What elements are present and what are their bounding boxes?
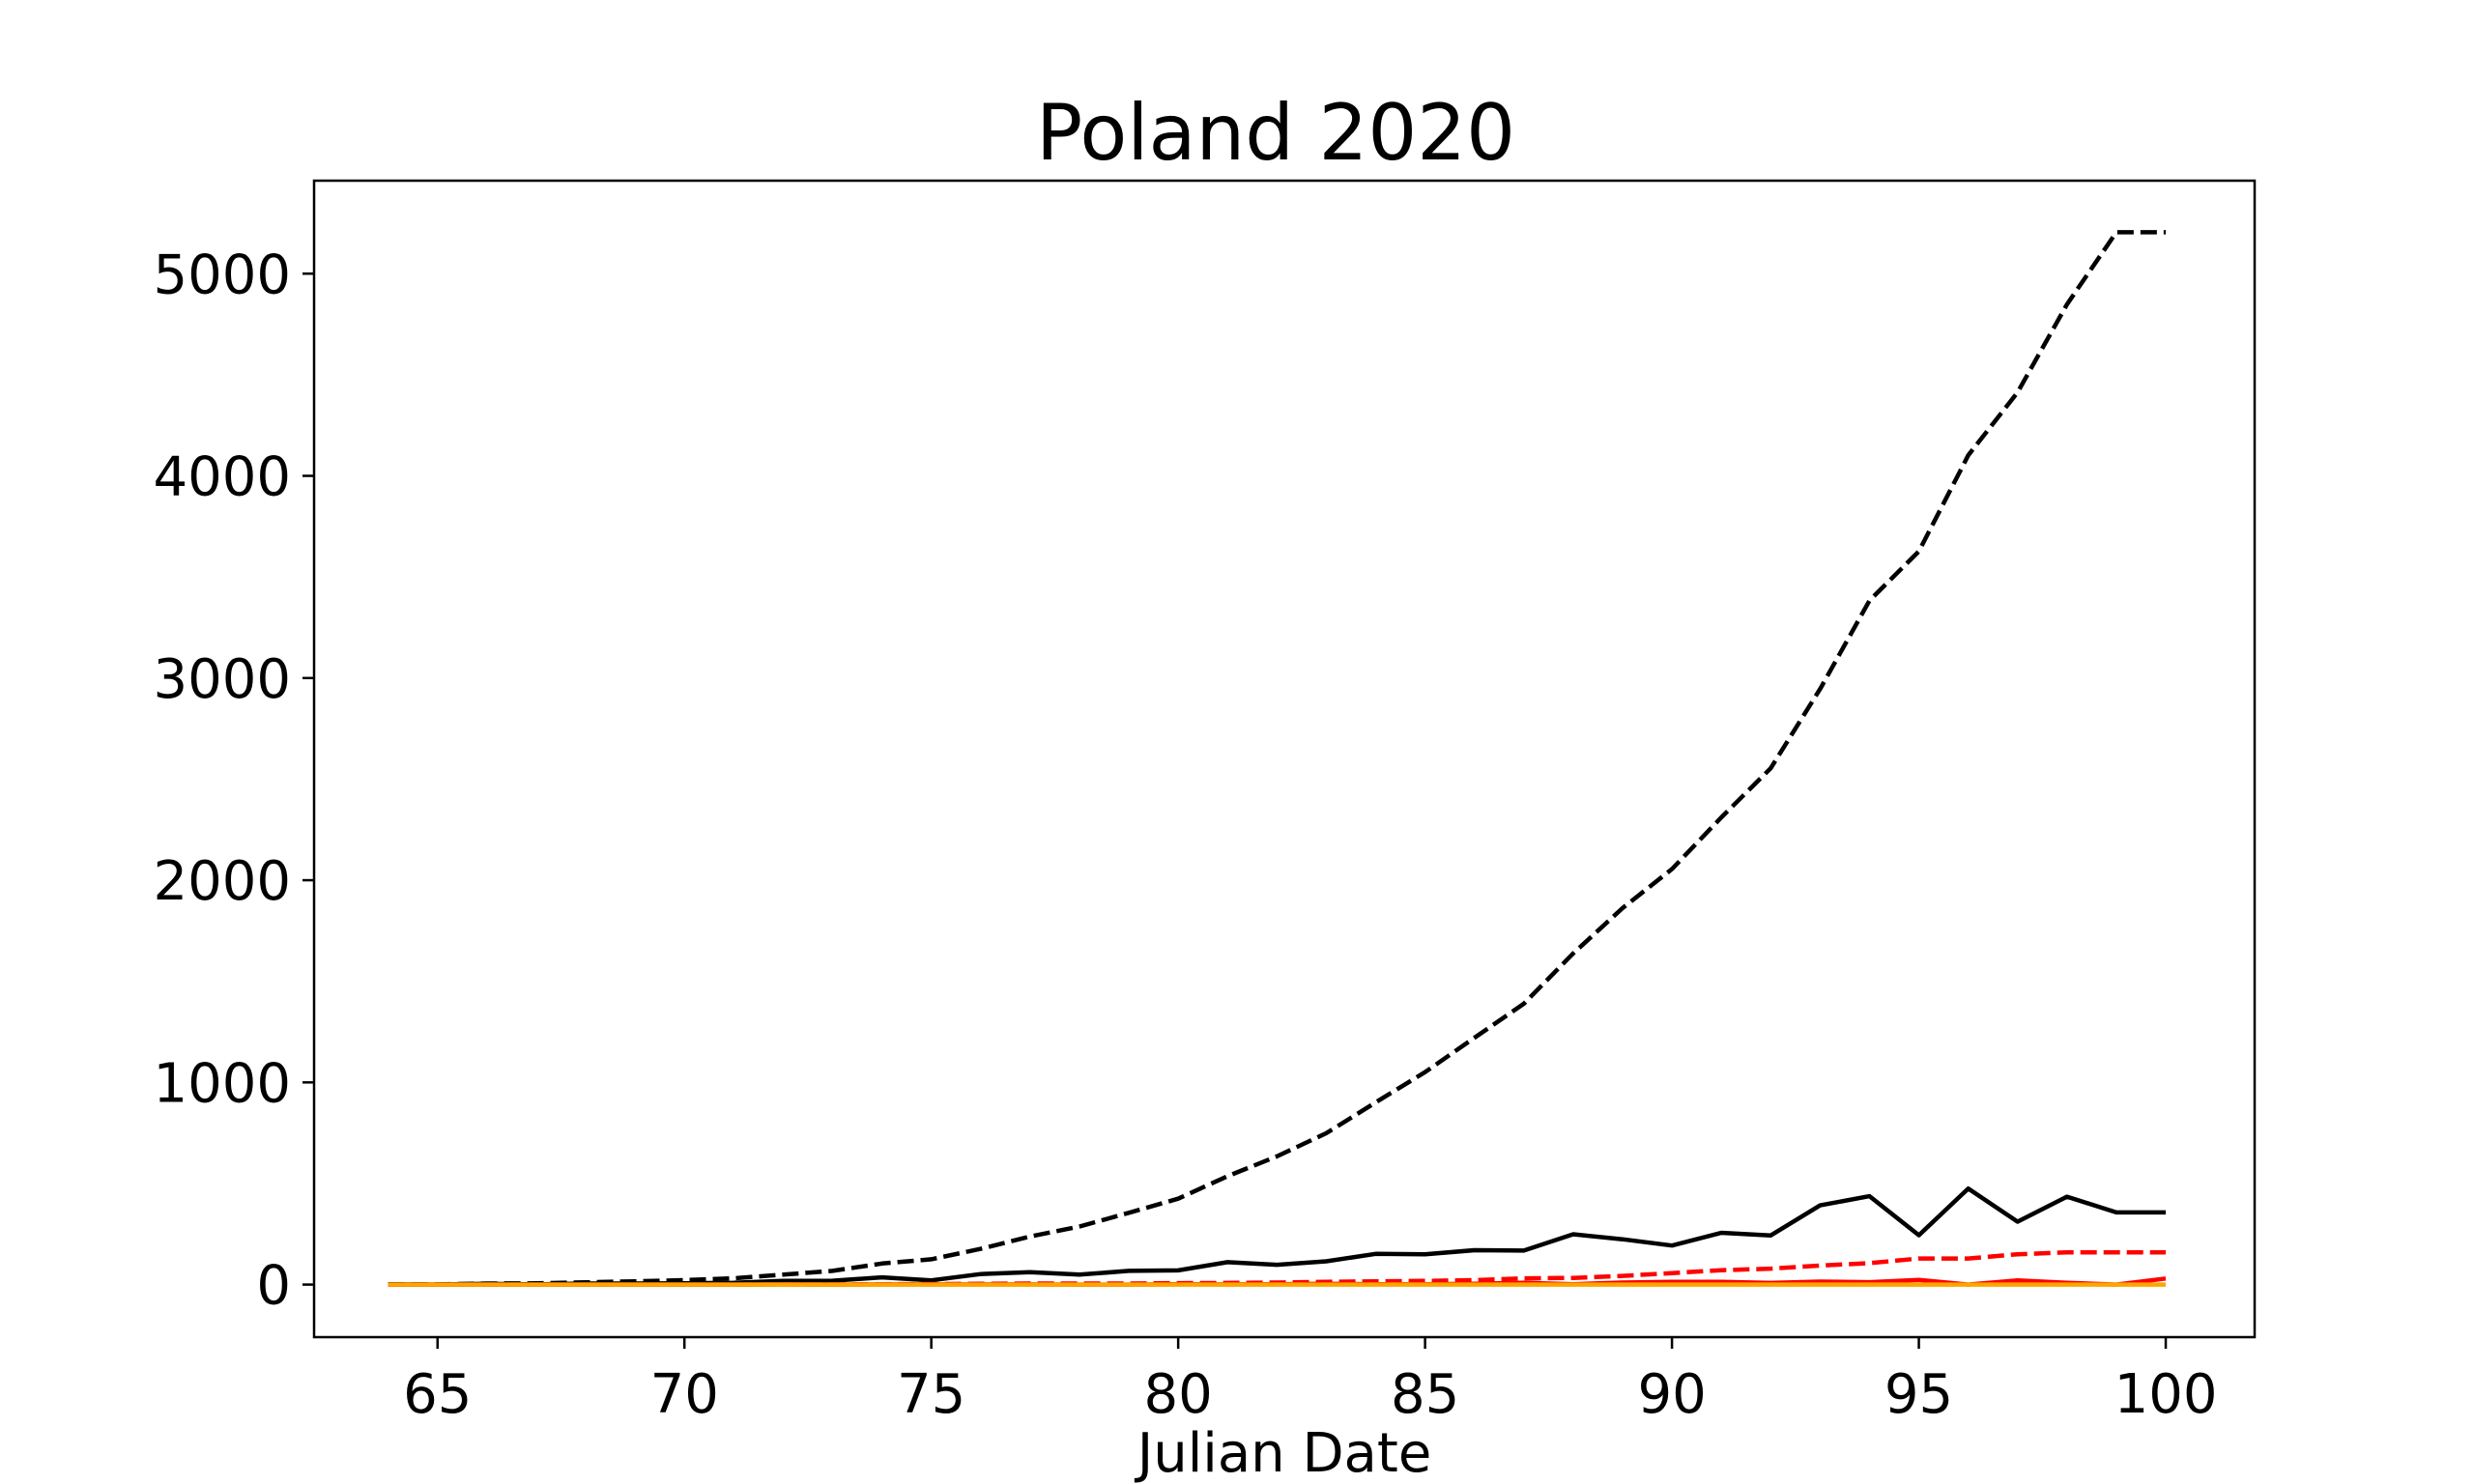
chart-title: Poland 2020 <box>1036 88 1515 178</box>
series-line-0 <box>388 230 2166 1287</box>
y-tick-label: 5000 <box>153 243 291 306</box>
x-tick-label: 80 <box>1144 1363 1213 1426</box>
y-tick-label: 0 <box>256 1255 291 1318</box>
y-tick-label: 1000 <box>153 1052 291 1115</box>
y-axis: 0 1000 2000 3000 4000 5000 <box>153 243 314 1318</box>
x-tick-label: 70 <box>650 1363 719 1426</box>
x-axis: 65 70 75 80 85 90 95 100 <box>403 1337 2217 1426</box>
y-tick-label: 4000 <box>153 446 291 509</box>
x-tick-label: 75 <box>897 1363 965 1426</box>
plot-area-frame <box>312 179 2257 1339</box>
x-tick-label: 65 <box>403 1363 472 1426</box>
x-tick-label: 90 <box>1637 1363 1706 1426</box>
y-tick-label: 3000 <box>153 648 291 711</box>
series-layer <box>388 230 2167 1287</box>
x-tick-label: 100 <box>2114 1363 2218 1426</box>
x-tick-label: 85 <box>1391 1363 1459 1426</box>
y-tick-label: 2000 <box>153 850 291 913</box>
x-tick-label: 95 <box>1884 1363 1953 1426</box>
x-axis-label: Julian Date <box>1135 1422 1432 1484</box>
